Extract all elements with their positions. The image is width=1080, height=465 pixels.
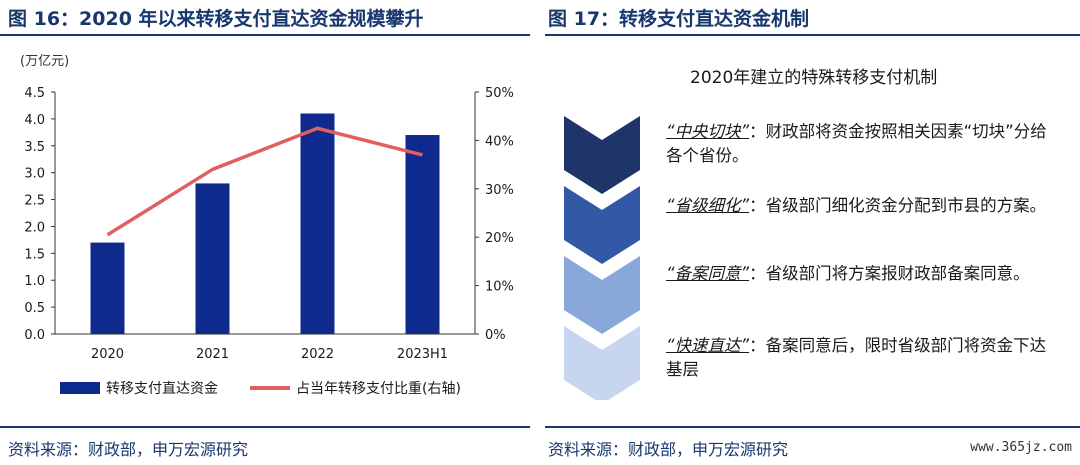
- y-tick-label: 0.0: [24, 328, 45, 343]
- step-desc: 财政部将资金按照相关因素“切块”分给各个省份。: [666, 122, 1047, 165]
- y-tick-labels: 0.0 0.5 1.0 1.5 2.0 2.5 3.0 3.5 4.0 4.5: [24, 86, 45, 343]
- y-tick-label: 1.5: [24, 247, 45, 262]
- watermark: www.365jz.com: [970, 440, 1072, 455]
- y-tick-label: 4.5: [24, 86, 45, 101]
- x-tick-label: 2020: [91, 347, 124, 362]
- y2-tick-label: 50%: [485, 86, 514, 101]
- y-tick-label: 0.5: [24, 301, 45, 316]
- step-term: “省级细化”: [666, 196, 750, 215]
- y-axis-unit-label: (万亿元): [20, 54, 69, 69]
- step-term: “中央切块”: [666, 122, 750, 141]
- bar-line-chart: (万亿元) 2020 2021 2022 2023H1 0.0 0.5 1.0 1.5 2.0…: [20, 54, 514, 397]
- y2-tick-label: 30%: [485, 183, 514, 198]
- chevron-stack: [564, 116, 640, 400]
- step-colon: ：: [749, 264, 766, 283]
- step-provincial-refinement: “省级细化”：省级部门细化资金分配到市县的方案。: [666, 194, 1061, 218]
- diagram-title: 图 17：转移支付直达资金机制: [548, 8, 810, 30]
- title-rule-right: [545, 34, 1080, 36]
- y2-tick-label: 20%: [485, 231, 514, 246]
- legend-bar-label: 转移支付直达资金: [106, 380, 218, 397]
- y-tick-label: 2.5: [24, 194, 45, 209]
- x-tick-label: 2021: [196, 347, 229, 362]
- source-note-right: 资料来源：财政部，申万宏源研究: [548, 440, 789, 459]
- x-tick-labels: 2020 2021 2022 2023H1: [91, 347, 448, 362]
- chevron-step-4: [564, 326, 640, 400]
- share-line: [106, 126, 423, 237]
- step-desc: 备案同意后，限时省级部门将资金下达基层: [666, 336, 1047, 379]
- line-series: [106, 126, 423, 237]
- source-rule: [0, 426, 530, 428]
- mechanism-title: 2020年建立的特殊转移支付机制: [690, 68, 938, 88]
- bar-2020: [90, 242, 125, 334]
- bar-2023H1: [405, 135, 440, 334]
- x-tick-label: 2023H1: [397, 347, 448, 362]
- bar-2021: [195, 183, 230, 334]
- source-note: 资料来源：财政部，申万宏源研究: [8, 440, 249, 459]
- bar-2022: [300, 113, 335, 334]
- step-desc: 省级部门将方案报财政部备案同意。: [765, 264, 1030, 283]
- y2-tick-label: 0%: [485, 328, 506, 343]
- step-term: “备案同意”: [666, 264, 750, 283]
- step-central-allocation: “中央切块”：财政部将资金按照相关因素“切块”分给各个省份。: [666, 120, 1061, 168]
- step-colon: ：: [749, 122, 766, 141]
- y2-tick-label: 40%: [485, 134, 514, 149]
- title-rule: [0, 34, 530, 36]
- y-tick-label: 4.0: [24, 113, 45, 128]
- y2-tick-labels: 0% 10% 20% 30% 40% 50%: [485, 86, 514, 343]
- step-filing-approval: “备案同意”：省级部门将方案报财政部备案同意。: [666, 262, 1061, 286]
- step-fast-direct: “快速直达”：备案同意后，限时省级部门将资金下达基层: [666, 334, 1061, 382]
- y-tick-label: 1.0: [24, 274, 45, 289]
- chevron-step-3: [564, 256, 640, 334]
- source-rule-right: [545, 426, 1080, 428]
- step-colon: ：: [749, 336, 766, 355]
- y-tick-label: 3.0: [24, 167, 45, 182]
- y-tick-label: 3.5: [24, 140, 45, 155]
- chevron-step-1: [564, 116, 640, 194]
- y-tick-label: 2.0: [24, 220, 45, 235]
- legend-line-label: 占当年转移支付比重(右轴): [296, 381, 461, 397]
- legend: 转移支付直达资金 占当年转移支付比重(右轴): [60, 380, 461, 397]
- step-desc: 省级部门细化资金分配到市县的方案。: [765, 196, 1047, 215]
- chevron-step-2: [564, 186, 640, 264]
- step-colon: ：: [749, 196, 766, 215]
- y2-tick-label: 10%: [485, 280, 514, 295]
- chart-title: 图 16：2020 年以来转移支付直达资金规模攀升: [8, 8, 424, 30]
- x-tick-label: 2022: [301, 347, 334, 362]
- bar-series: [90, 113, 440, 334]
- step-term: “快速直达”: [666, 336, 750, 355]
- legend-bar-swatch: [60, 382, 100, 394]
- chart-axes: [51, 91, 479, 335]
